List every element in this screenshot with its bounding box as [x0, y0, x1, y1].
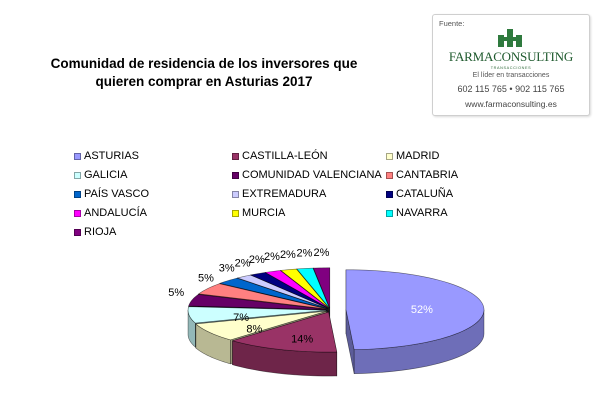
- legend-swatch: [74, 209, 81, 217]
- legend-swatch: [232, 209, 239, 217]
- farmaconsulting-logo-icon: [498, 29, 522, 47]
- legend-swatch: [386, 171, 393, 179]
- data-label-pais-vasco: 3%: [219, 263, 235, 275]
- pie-slice-cantabria: [198, 283, 327, 310]
- legend-swatch: [386, 209, 393, 217]
- legend-label: NAVARRA: [396, 207, 448, 219]
- pie-slice-asturias: [345, 269, 485, 350]
- chart-legend: ASTURIAS CASTILLA-LEÓN MADRID GALICIA COMUNI…: [74, 150, 494, 250]
- legend-item-andalucia: ANDALUCÍA: [74, 207, 147, 219]
- legend-item-madrid: MADRID: [386, 150, 439, 162]
- data-label-andalucia: 2%: [264, 251, 280, 263]
- legend-label: RIOJA: [84, 226, 117, 238]
- data-label-extremadura: 2%: [235, 258, 251, 270]
- legend-swatch: [74, 228, 81, 236]
- pie-slice-galicia: [187, 306, 327, 324]
- legend-label: ASTURIAS: [84, 150, 140, 162]
- legend-label: ANDALUCÍA: [84, 207, 147, 219]
- legend-swatch: [74, 190, 81, 198]
- pie-slice-navarra: [296, 267, 330, 309]
- legend-swatch: [74, 152, 81, 160]
- pie-slice-murcia: [280, 268, 330, 309]
- logo-brand: FARMACONSULTING: [448, 49, 574, 64]
- legend-item-murcia: MURCIA: [232, 207, 285, 219]
- logo-brand-sub: TRANSACCIONES: [490, 66, 532, 70]
- legend-swatch: [74, 171, 81, 179]
- legend-item-pais-vasco: PAÍS VASCO: [74, 188, 149, 200]
- legend-item-comunidad-valenciana: COMUNIDAD VALENCIANA: [232, 169, 382, 181]
- legend-item-navarra: NAVARRA: [386, 207, 448, 219]
- data-label-comunidad-valenciana: 5%: [168, 287, 184, 299]
- chart-title-line-2: quieren comprar en Asturias 2017: [95, 74, 313, 89]
- legend-item-castilla-leon: CASTILLA-LEÓN: [232, 150, 328, 162]
- pie-slice-castilla-leon: [232, 311, 338, 353]
- legend-swatch: [232, 171, 239, 179]
- chart-title-line-1: Comunidad de residencia de los inversore…: [50, 56, 358, 71]
- pie-slice-rioja: [313, 267, 331, 309]
- legend-label: MURCIA: [242, 207, 286, 219]
- chart-title: Comunidad de residencia de los inversore…: [24, 55, 384, 91]
- pie-slice-andalucia: [265, 270, 329, 309]
- data-label-cataluna: 2%: [249, 254, 265, 266]
- legend-label: COMUNIDAD VALENCIANA: [242, 169, 382, 181]
- logo-website: www.farmaconsulting.es: [465, 99, 557, 109]
- legend-swatch: [232, 152, 239, 160]
- data-label-galicia: 7%: [233, 312, 249, 324]
- pie-slice-comunidad-valenciana: [188, 294, 327, 310]
- legend-swatch: [386, 152, 393, 160]
- legend-item-galicia: GALICIA: [74, 169, 127, 181]
- legend-swatch: [232, 190, 239, 198]
- legend-label: GALICIA: [84, 169, 128, 181]
- data-label-castilla-leon: 14%: [291, 334, 313, 346]
- data-label-murcia: 2%: [280, 249, 296, 261]
- legend-label: PAÍS VASCO: [84, 188, 150, 200]
- source-logo-box: Fuente: FARMACONSULTING TRANSACCIONES El…: [432, 14, 590, 116]
- legend-label: CANTABRIA: [396, 169, 459, 181]
- logo-tagline: El líder en transacciones: [472, 72, 550, 79]
- data-label-asturias: 52%: [411, 304, 433, 316]
- data-label-rioja: 2%: [314, 247, 330, 259]
- data-label-madrid: 8%: [246, 323, 262, 335]
- legend-item-extremadura: EXTREMADURA: [232, 188, 326, 200]
- pie-slice-cataluna: [250, 272, 329, 309]
- logo-phones: 602 115 765 • 902 115 765: [457, 84, 565, 94]
- source-label: Fuente:: [439, 19, 465, 28]
- legend-item-cantabria: CANTABRIA: [386, 169, 458, 181]
- data-label-cantabria: 5%: [198, 273, 214, 285]
- legend-label: CASTILLA-LEÓN: [242, 150, 328, 162]
- pie-slice-pais-vasco: [219, 277, 328, 309]
- legend-label: CATALUÑA: [396, 188, 454, 200]
- pie-slice-madrid: [195, 310, 327, 341]
- data-label-navarra: 2%: [297, 248, 313, 260]
- legend-label: MADRID: [396, 150, 440, 162]
- legend-item-cataluna: CATALUÑA: [386, 188, 453, 200]
- legend-item-rioja: RIOJA: [74, 226, 116, 238]
- pie-slice-extremadura: [237, 274, 328, 309]
- legend-label: EXTREMADURA: [242, 188, 327, 200]
- legend-item-asturias: ASTURIAS: [74, 150, 139, 162]
- legend-swatch: [386, 190, 393, 198]
